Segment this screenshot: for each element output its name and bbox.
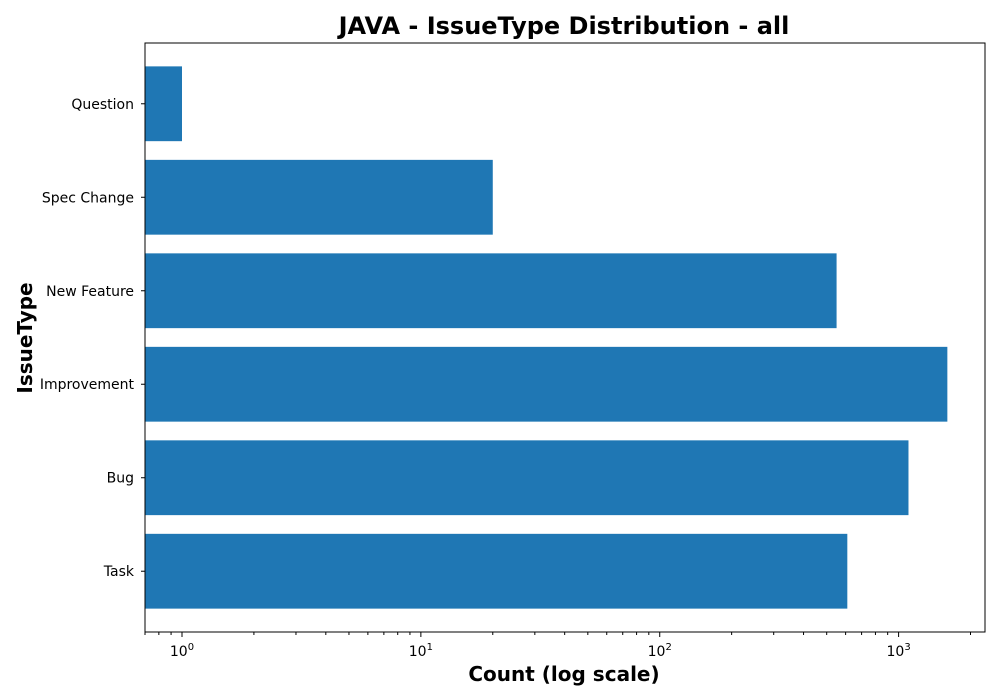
y-tick-label: Spec Change xyxy=(42,190,134,206)
bar-bug xyxy=(145,440,909,516)
bar-improvement xyxy=(145,346,948,422)
plot-frame xyxy=(144,42,986,633)
x-axis-label: Count (log scale) xyxy=(468,662,659,686)
y-tick-label: Improvement xyxy=(40,377,135,393)
bar-question xyxy=(145,66,183,142)
x-tick-label: 102 xyxy=(648,642,672,660)
bars-group xyxy=(145,66,948,609)
y-tick-label: Task xyxy=(103,564,135,580)
bar-new-feature xyxy=(145,253,837,329)
y-tick-label: Question xyxy=(71,97,134,113)
y-tick-label: New Feature xyxy=(46,284,134,300)
chart-title: JAVA - IssueType Distribution - all xyxy=(337,12,790,40)
y-axis-label: IssueType xyxy=(13,282,37,393)
y-tick-label: Bug xyxy=(107,471,134,487)
x-axis-ticks: 100 101 102 103 xyxy=(144,632,972,660)
x-tick-label: 101 xyxy=(409,642,433,660)
y-axis-ticks: Task Bug Improvement New Feature Spec Change… xyxy=(40,97,145,580)
x-tick-label: 100 xyxy=(170,642,194,660)
bar-spec-change xyxy=(145,159,493,235)
x-tick-label: 103 xyxy=(886,642,910,660)
bar-task xyxy=(145,533,848,609)
